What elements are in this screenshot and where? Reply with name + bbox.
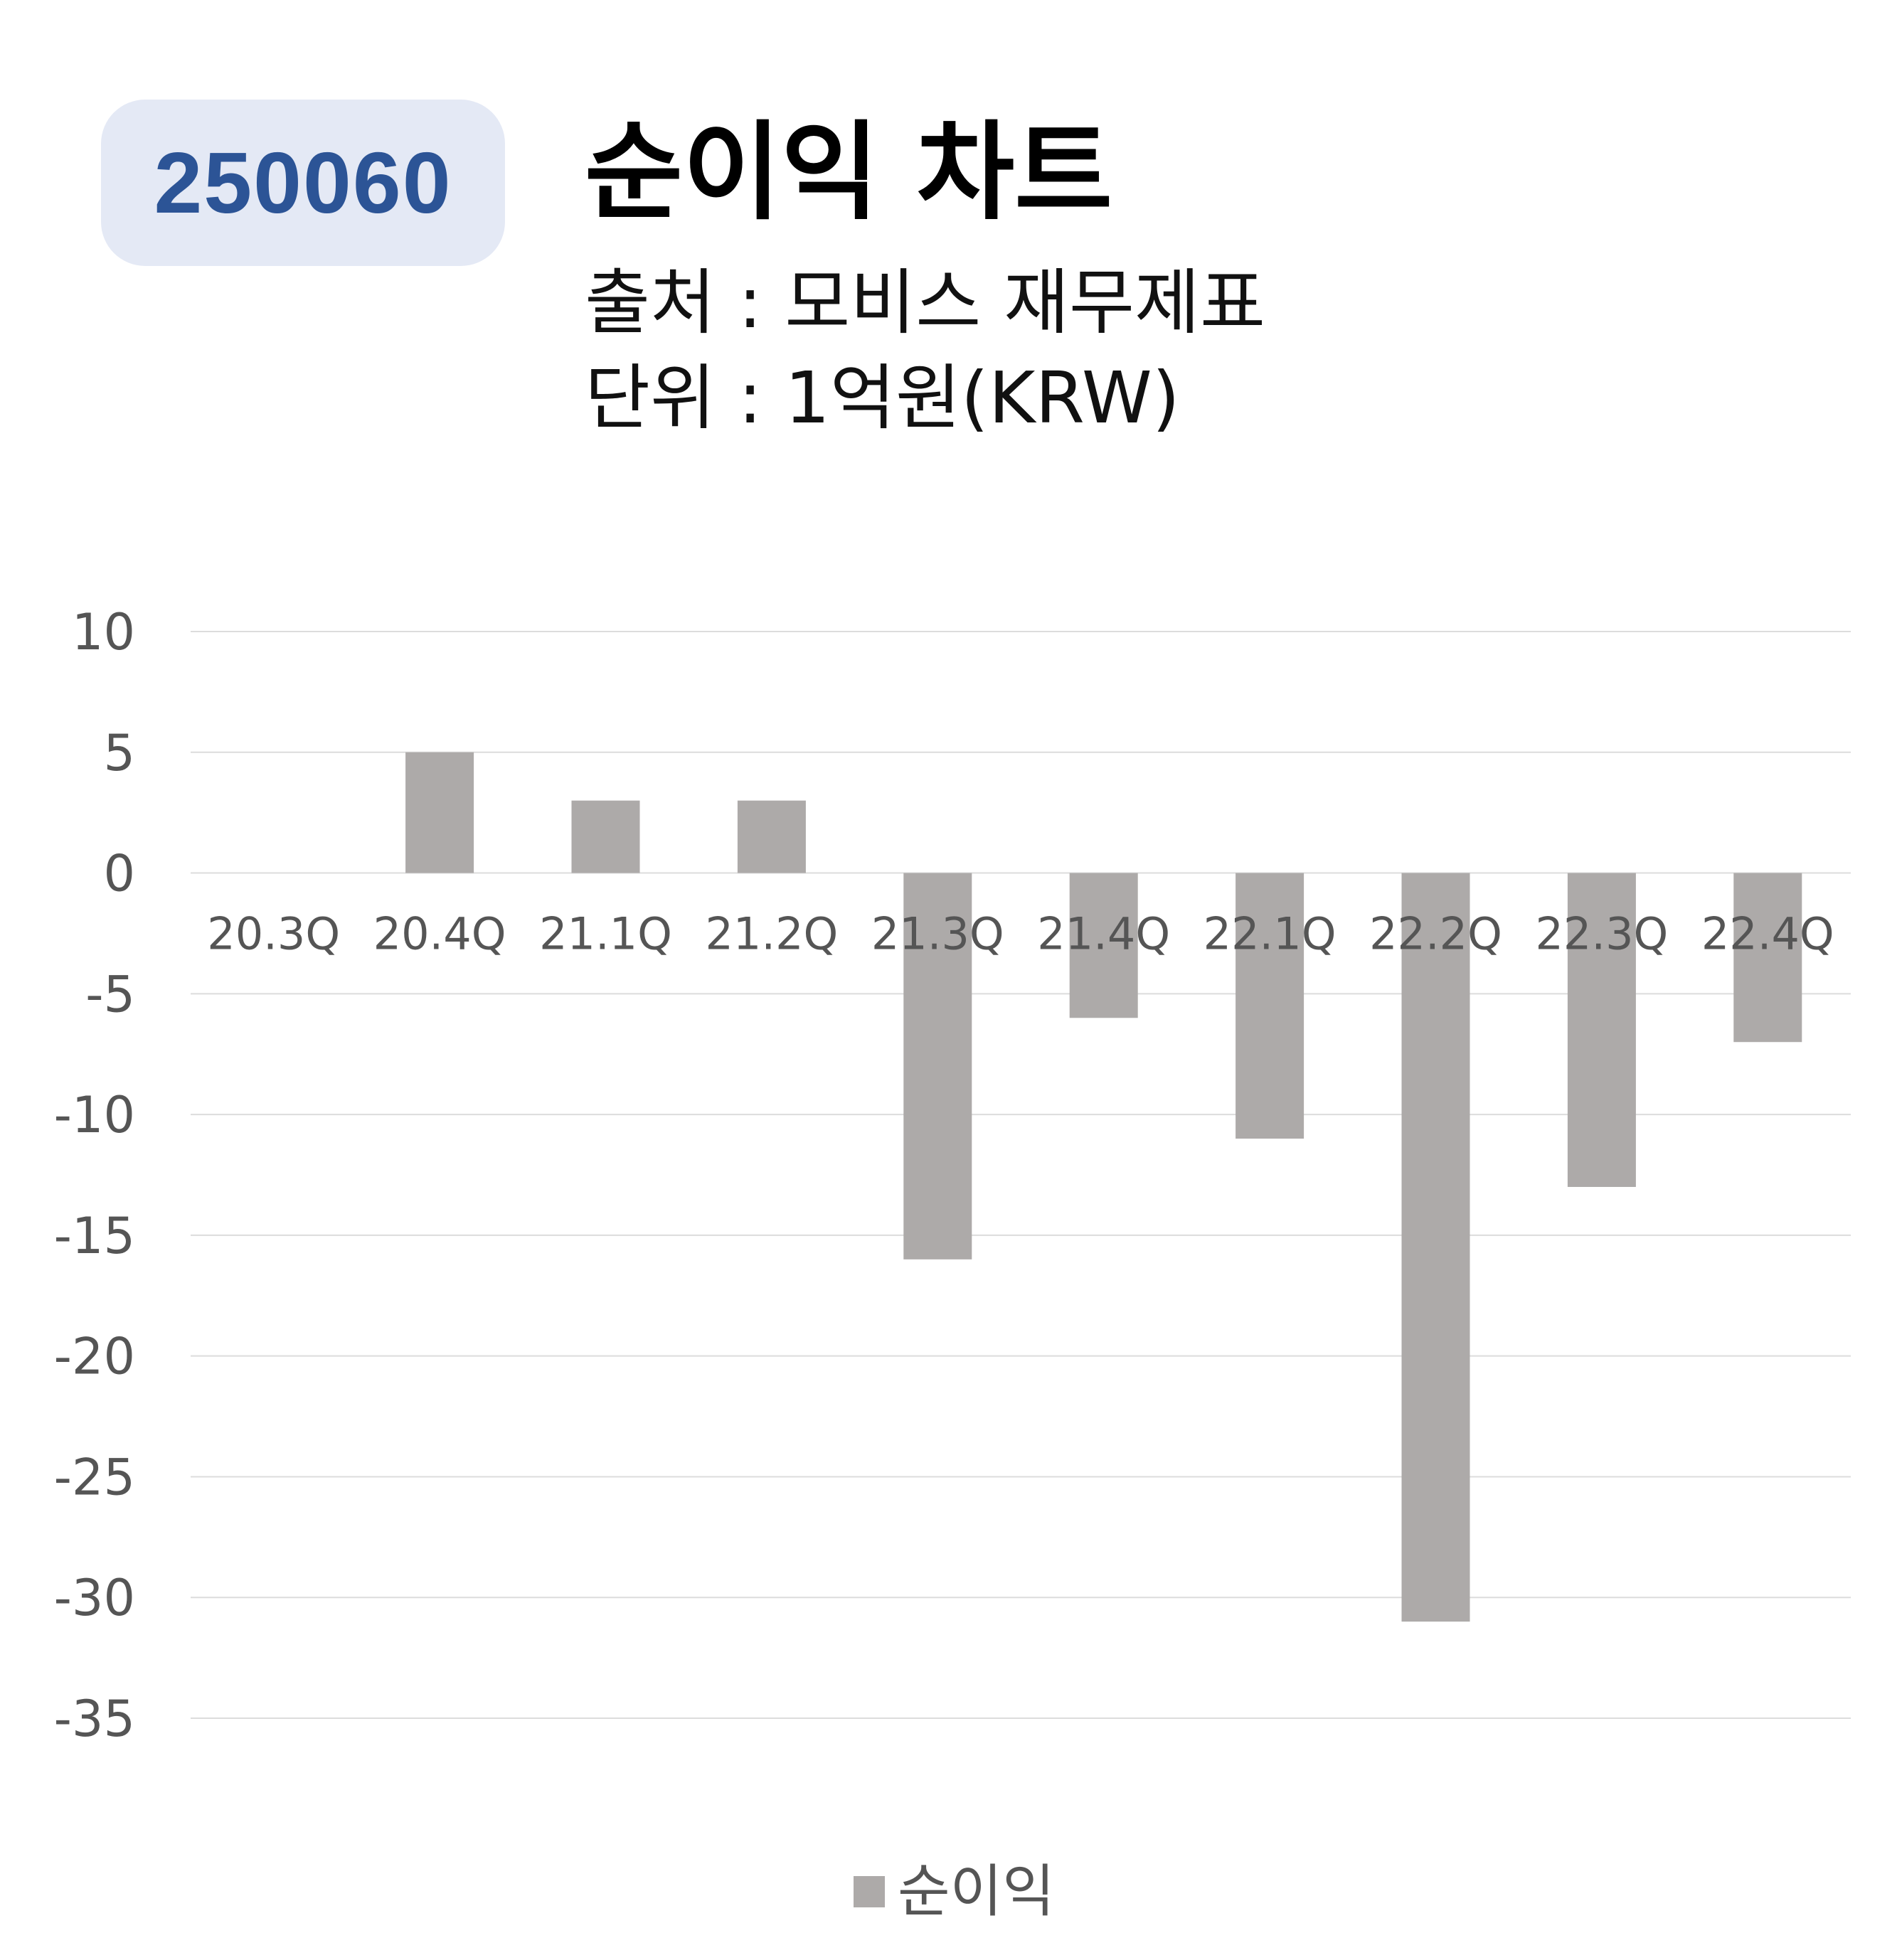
unit-note: 단위 : 1억원(KRW): [585, 356, 1180, 440]
bar-22.3Q: [1567, 873, 1636, 1187]
y-axis-ticks: 10 5 0 -5 -10 -15 -20 -25 -30 -35: [54, 603, 135, 1748]
chart-title: 순이익 차트: [585, 111, 1113, 235]
x-tick-label: 20.3Q: [207, 908, 340, 960]
x-tick-label: 21.4Q: [1037, 908, 1170, 960]
y-tick-label: -15: [54, 1207, 135, 1265]
x-tick-label: 22.2Q: [1369, 908, 1502, 960]
x-tick-label: 22.1Q: [1203, 908, 1337, 960]
y-tick-label: -20: [54, 1328, 135, 1386]
source-note: 출처 : 모비스 재무제표: [585, 261, 1266, 344]
bar-21.3Q: [903, 873, 972, 1259]
x-tick-label: 21.1Q: [539, 908, 672, 960]
gridlines: [191, 631, 1851, 1719]
y-tick-label: -30: [54, 1569, 135, 1627]
bar-21.4Q: [1069, 873, 1138, 1018]
x-axis-ticks: 20.3Q 20.4Q 21.1Q 21.2Q 21.3Q 21.4Q 22.1Q 22.2Q…: [207, 908, 1834, 960]
stock-code-badge: 250060: [101, 100, 505, 266]
bar-21.1Q: [571, 800, 640, 873]
x-tick-label: 21.2Q: [705, 908, 838, 960]
y-tick-label: 10: [72, 603, 135, 661]
x-tick-label: 21.3Q: [871, 908, 1004, 960]
stock-code: 250060: [154, 134, 452, 231]
bar-20.4Q: [405, 752, 474, 873]
y-tick-label: -10: [54, 1086, 135, 1144]
x-tick-label: 22.4Q: [1701, 908, 1834, 960]
legend-label: 순이익: [898, 1858, 1055, 1924]
legend-swatch: [854, 1876, 885, 1907]
x-tick-label: 22.3Q: [1535, 908, 1668, 960]
y-tick-label: -25: [54, 1448, 135, 1506]
legend: 순이익: [854, 1863, 1055, 1920]
x-tick-label: 20.4Q: [373, 908, 506, 960]
y-tick-label: 5: [103, 724, 135, 782]
bars: [405, 752, 1802, 1622]
y-tick-label: -5: [85, 965, 135, 1023]
y-tick-label: 0: [103, 845, 135, 903]
bar-21.2Q: [737, 800, 806, 873]
y-tick-label: -35: [54, 1690, 135, 1748]
bar-22.2Q: [1401, 873, 1470, 1622]
bar-22.1Q: [1236, 873, 1304, 1139]
bar-22.4Q: [1733, 873, 1802, 1043]
